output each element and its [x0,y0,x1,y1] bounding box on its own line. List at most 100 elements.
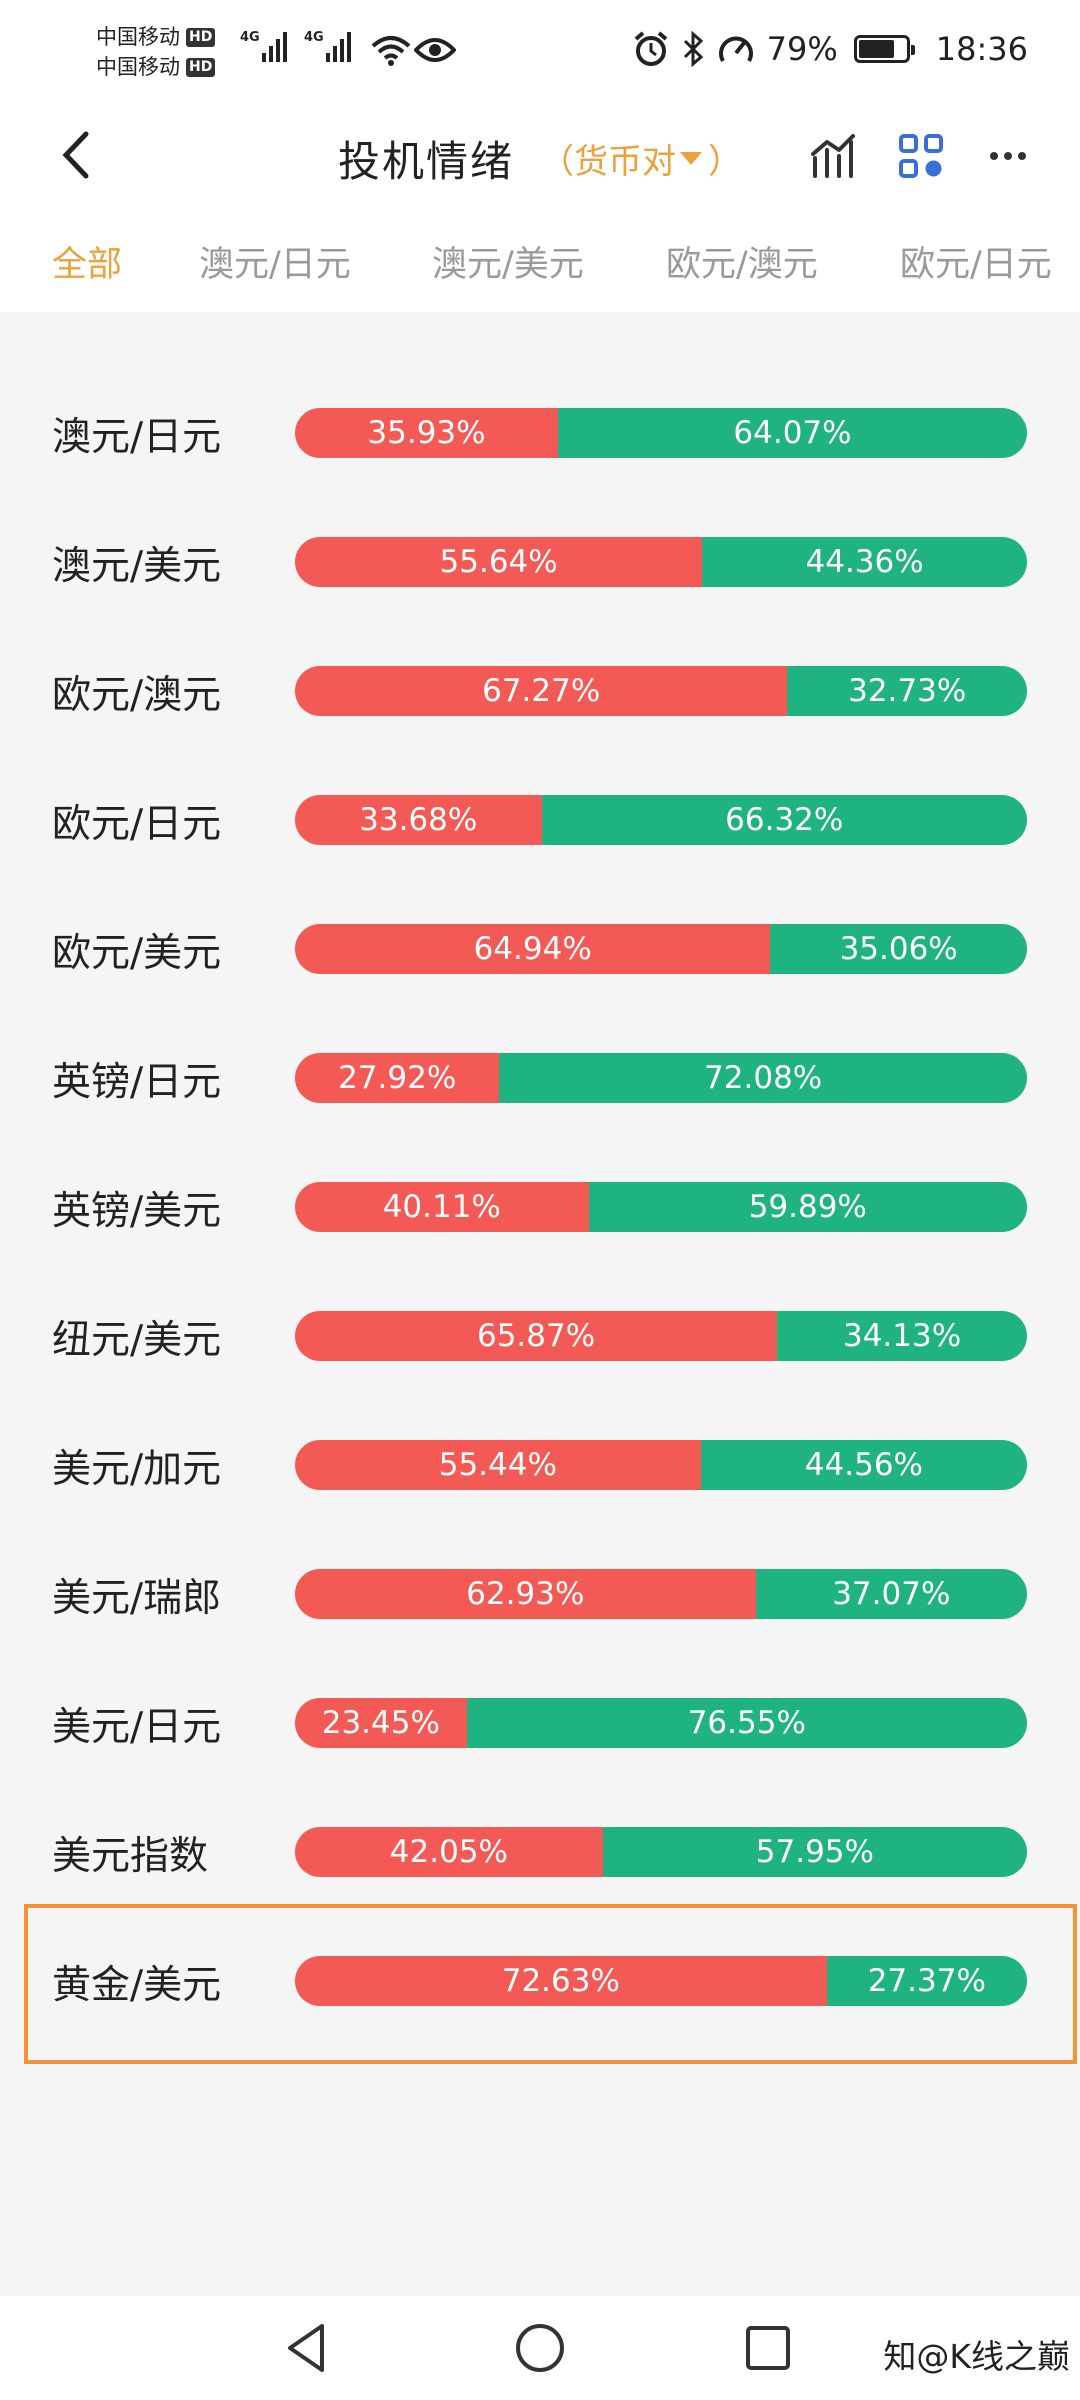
short-segment: 66.32% [541,795,1027,845]
sentiment-bar: 62.93% 37.07% [295,1569,1027,1619]
app-header: 投机情绪 （ 货币对 ） [0,100,1080,210]
long-segment: 55.64% [295,537,703,587]
status-bar: 中国移动 HD 中国移动 HD 4G 4G [0,0,1080,100]
short-segment: 72.08% [499,1053,1027,1103]
sentiment-row[interactable]: 英镑/美元 40.11% 59.89% [0,1166,1080,1246]
battery-icon [853,35,915,63]
carrier-name-2: 中国移动 [96,55,180,79]
long-segment: 67.27% [295,666,788,716]
pair-label: 英镑/美元 [52,1189,222,1234]
sentiment-row[interactable]: 美元/瑞郎 62.93% 37.07% [0,1553,1080,1633]
pair-label: 英镑/日元 [52,1060,222,1105]
tab-audusd[interactable]: 澳元/美元 [432,245,584,285]
network-label-1: 4G [240,30,260,45]
sentiment-bar: 55.64% 44.36% [295,537,1027,587]
signal-bars-icon [261,30,287,62]
sentiment-bar: 35.93% 64.07% [295,408,1027,458]
sentiment-row[interactable]: 纽元/美元 65.87% 34.13% [0,1295,1080,1375]
tab-audjpy[interactable]: 澳元/日元 [199,245,351,285]
short-segment: 64.07% [558,408,1027,458]
pair-label: 澳元/美元 [52,544,222,589]
tab-all[interactable]: 全部 [52,245,123,285]
sentiment-row[interactable]: 澳元/日元 35.93% 64.07% [0,392,1080,472]
short-segment: 57.95% [602,1827,1027,1877]
short-segment: 35.06% [770,924,1027,974]
long-segment: 23.45% [295,1698,467,1748]
sentiment-bar: 40.11% 59.89% [295,1182,1027,1232]
signal-bars-icon [325,30,351,62]
hd-badge-1: HD [186,27,216,47]
system-nav-bar: 知@K线之巅 [0,2296,1080,2400]
nav-home-icon[interactable] [510,2318,570,2378]
sentiment-bar: 67.27% 32.73% [295,666,1027,716]
pair-label: 澳元/日元 [52,415,222,460]
pair-label: 美元指数 [52,1834,209,1879]
sentiment-row[interactable]: 欧元/美元 64.94% 35.06% [0,908,1080,988]
filter-close-paren: ） [708,142,742,182]
carrier-line-1: 中国移动 HD [96,22,216,52]
sentiment-row[interactable]: 美元指数 42.05% 57.95% [0,1811,1080,1891]
sentiment-row[interactable]: 欧元/澳元 67.27% 32.73% [0,650,1080,730]
short-segment: 32.73% [787,666,1027,716]
tab-euraud[interactable]: 欧元/澳元 [666,245,818,285]
short-segment: 44.36% [702,537,1027,587]
sentiment-bar: 23.45% 76.55% [295,1698,1027,1748]
long-segment: 33.68% [295,795,542,845]
title-area: 投机情绪 （ 货币对 ） [0,128,1080,189]
chart-icon[interactable] [805,128,861,184]
sentiment-bar: 42.05% 57.95% [295,1827,1027,1877]
long-segment: 65.87% [295,1311,778,1361]
sentiment-row[interactable]: 英镑/日元 27.92% 72.08% [0,1037,1080,1117]
short-segment: 59.89% [588,1182,1027,1232]
more-icon[interactable] [980,128,1036,184]
eye-icon [414,38,456,62]
long-segment: 42.05% [295,1827,603,1877]
sentiment-row[interactable]: 美元/日元 23.45% 76.55% [0,1682,1080,1762]
nav-recents-icon[interactable] [738,2318,798,2378]
pair-label: 美元/加元 [52,1447,222,1492]
network-label-2: 4G [304,30,324,45]
short-segment: 37.07% [755,1569,1027,1619]
back-icon[interactable] [50,120,110,190]
nav-back-icon[interactable] [278,2318,338,2378]
sentiment-bar: 27.92% 72.08% [295,1053,1027,1103]
pair-label: 美元/日元 [52,1705,222,1750]
sentiment-bar: 55.44% 44.56% [295,1440,1027,1490]
pair-type-filter[interactable]: （ 货币对 ） [540,134,742,183]
sentiment-bar: 72.63% 27.37% [295,1956,1027,2006]
sentiment-row[interactable]: 欧元/日元 33.68% 66.32% [0,779,1080,859]
sentiment-list: 澳元/日元 35.93% 64.07% 澳元/美元 55.64% 44.36% … [0,312,1080,2296]
pair-tabs: 全部 澳元/日元 澳元/美元 欧元/澳元 欧元/日元 [0,210,1080,312]
hd-badge-2: HD [186,57,216,77]
title-inner: 投机情绪 （ 货币对 ） [338,128,742,189]
page-title: 投机情绪 [337,137,514,186]
sentiment-bar: 33.68% 66.32% [295,795,1027,845]
filter-label: 货币对 [574,142,676,182]
sentiment-row[interactable]: 美元/加元 55.44% 44.56% [0,1424,1080,1504]
sentiment-row[interactable]: 澳元/美元 55.64% 44.36% [0,521,1080,601]
long-segment: 62.93% [295,1569,756,1619]
pair-label: 欧元/美元 [52,931,222,976]
sentiment-row[interactable]: 黄金/美元 72.63% 27.37% [0,1940,1080,2020]
sentiment-bar: 64.94% 35.06% [295,924,1027,974]
battery-percent: 79% [766,30,838,68]
pair-label: 黄金/美元 [52,1963,222,2008]
pair-label: 美元/瑞郎 [52,1576,222,1621]
long-segment: 64.94% [295,924,771,974]
pair-label: 欧元/日元 [52,802,222,847]
carrier-line-2: 中国移动 HD [96,52,216,82]
status-right: 79% 18:36 [633,30,1028,68]
signal-2: 4G [304,30,351,62]
long-segment: 55.44% [295,1440,701,1490]
sentiment-bar: 65.87% 34.13% [295,1311,1027,1361]
wifi-icon [371,36,411,66]
signal-1: 4G [240,30,287,62]
caret-down-icon [680,152,702,165]
grid-icon[interactable] [893,128,949,184]
battery-level-fill [858,40,895,58]
tab-eurjpy[interactable]: 欧元/日元 [900,245,1052,285]
pair-label: 纽元/美元 [52,1318,222,1363]
short-segment: 27.37% [826,1956,1027,2006]
carrier-name-1: 中国移动 [96,25,180,49]
bluetooth-icon [683,31,703,67]
